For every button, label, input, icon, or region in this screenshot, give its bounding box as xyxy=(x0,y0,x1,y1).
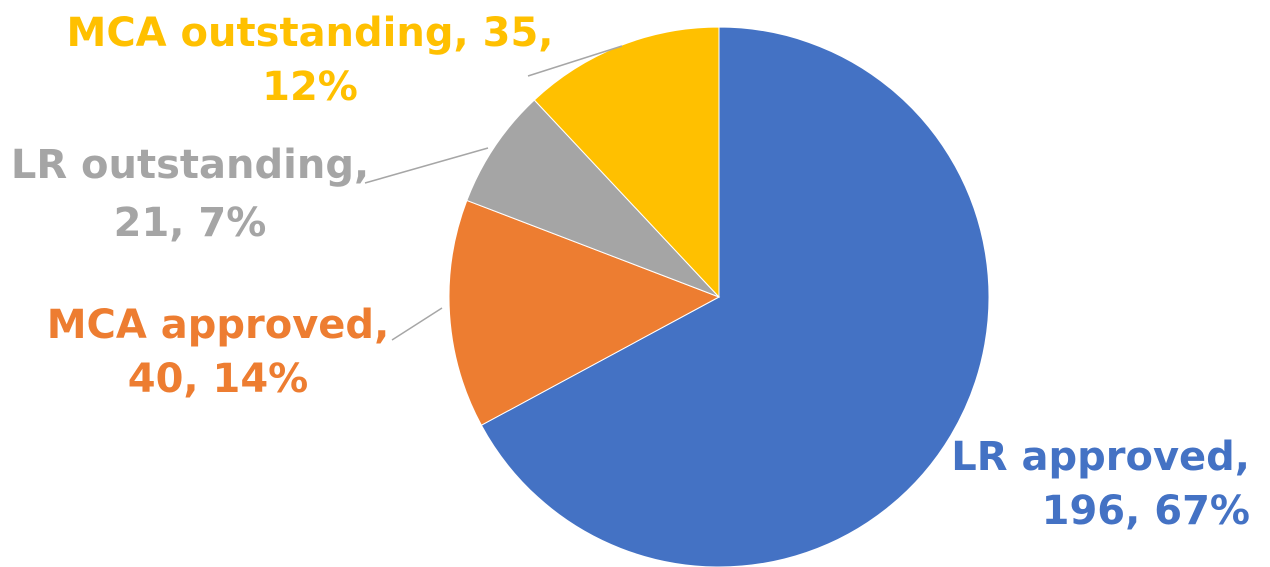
leader-line-lr-outstanding xyxy=(364,147,489,184)
leader-lines-layer xyxy=(364,45,623,341)
data-label-line: MCA approved, xyxy=(47,302,390,348)
pie-slice-lr-approved xyxy=(480,26,990,567)
data-label-line: LR approved, xyxy=(951,434,1250,480)
slices-layer xyxy=(448,26,990,567)
data-label-line: 196, 67% xyxy=(1042,488,1250,534)
data-label-lr-outstanding: LR outstanding, 21, 7% xyxy=(11,142,369,246)
pie-slice-mca-approved xyxy=(448,199,721,426)
data-label-line: MCA outstanding, 35, xyxy=(67,10,554,56)
data-label-line: LR outstanding, xyxy=(11,142,369,188)
data-label-mca-outstanding: MCA outstanding, 35, 12% xyxy=(67,10,554,110)
leader-line-mca-approved xyxy=(391,307,443,341)
data-label-line: 40, 14% xyxy=(128,356,309,402)
data-label-line: 12% xyxy=(262,64,358,110)
labels-layer: LR approved, 196, 67% MCA approved, 40, 14%… xyxy=(11,10,1250,534)
leader-line-mca-outstanding xyxy=(527,45,623,77)
pie-slice-lr-outstanding xyxy=(466,99,720,298)
data-label-line: 21, 7% xyxy=(114,200,267,246)
data-label-lr-approved: LR approved, 196, 67% xyxy=(951,434,1250,534)
data-label-mca-approved: MCA approved, 40, 14% xyxy=(47,302,390,402)
